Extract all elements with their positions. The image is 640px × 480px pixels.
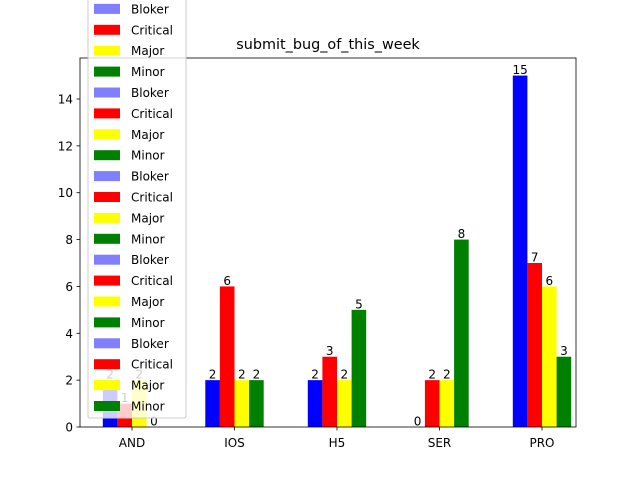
legend-label: Critical (131, 274, 173, 288)
bar-value-label: 7 (531, 251, 539, 265)
bar-pro-bloker (512, 75, 528, 428)
x-tick-label: IOS (224, 436, 245, 450)
bar-ios-minor (249, 380, 264, 427)
legend-label: Bloker (131, 253, 169, 267)
legend-label: Bloker (131, 337, 169, 351)
legend-swatch (94, 3, 120, 14)
y-tick-label: 14 (58, 93, 73, 107)
legend-label: Bloker (131, 170, 169, 184)
y-tick-label: 0 (65, 421, 73, 435)
bar-value-label: 0 (414, 415, 422, 429)
y-tick-label: 12 (58, 139, 73, 153)
bar-value-label: 6 (223, 274, 231, 288)
plot-frame (79, 57, 577, 428)
legend-swatch (94, 380, 120, 391)
y-tick-label: 8 (65, 233, 73, 247)
legend-swatch (94, 296, 120, 307)
bar-value-label: 2 (209, 368, 217, 382)
legend-swatch (94, 192, 120, 202)
legend-label: Major (131, 211, 164, 225)
bar-value-label: 3 (560, 344, 568, 358)
legend-swatch (94, 45, 120, 56)
legend-swatch (94, 24, 120, 35)
legend-swatch (94, 87, 120, 98)
bar-pro-critical (527, 263, 542, 427)
legend-label: Critical (131, 358, 173, 372)
legend-label: Minor (131, 316, 165, 330)
bar-value-label: 5 (355, 297, 363, 311)
y-tick-label: 6 (65, 280, 73, 294)
legend-box (87, 0, 187, 419)
y-tick-label: 4 (65, 327, 73, 341)
legend-swatch (94, 401, 120, 411)
bar-value-label: 15 (512, 63, 527, 77)
legend-label: Bloker (131, 2, 169, 16)
legend-swatch (94, 317, 120, 328)
legend-label: Minor (131, 149, 165, 163)
legend-swatch (94, 212, 120, 223)
axes-layer: AND IOS H5 SER PRO 0 2 4 6 8 10 12 14 (58, 93, 555, 451)
legend-swatch (94, 254, 120, 265)
legend-label: Bloker (131, 86, 169, 100)
bar-value-label: 6 (545, 274, 553, 288)
bar-ios-major (234, 380, 250, 427)
bar-ios-critical (219, 286, 235, 427)
legend-swatch (94, 150, 120, 161)
bar-value-label: 2 (340, 368, 348, 382)
bar-value-label: 2 (253, 368, 261, 382)
legend-swatch (94, 129, 120, 140)
x-tick-label: H5 (329, 436, 346, 450)
bar-value-label: 2 (428, 368, 436, 382)
bar-value-label: 8 (458, 227, 466, 241)
x-tick-label: AND (119, 436, 145, 450)
legend-label: Major (131, 379, 164, 393)
bar-h5-bloker (307, 380, 323, 427)
bar-value-label: 3 (326, 344, 334, 358)
legend-swatch (94, 275, 120, 286)
legend-label: Critical (131, 191, 173, 205)
y-tick-label: 10 (58, 186, 73, 200)
x-tick-label: SER (428, 436, 452, 450)
legend-swatch (94, 359, 120, 370)
legend-label: Minor (131, 400, 165, 414)
legend-swatch (94, 171, 120, 182)
bar-h5-major (337, 380, 352, 427)
bar-pro-major (542, 286, 557, 427)
bar-h5-minor (351, 309, 367, 427)
legend-label: Critical (131, 23, 173, 37)
chart-title: submit_bug_of_this_week (236, 37, 420, 53)
bar-ser-major (439, 380, 455, 427)
legend-label: Minor (131, 65, 165, 79)
legend-swatch (94, 108, 120, 119)
bar-ios-bloker (205, 380, 220, 427)
bar-ser-critical (424, 380, 440, 427)
legend-swatch (94, 338, 120, 349)
legend-label: Major (131, 128, 164, 142)
bar-h5-critical (322, 356, 337, 427)
y-tick-label: 2 (65, 374, 73, 388)
bar-pro-minor (556, 356, 572, 427)
bar-value-label: 2 (238, 368, 246, 382)
bar-value-label: 2 (311, 368, 319, 382)
legend-label: Critical (131, 107, 173, 121)
bar-ser-minor (454, 239, 469, 427)
legend-label: Major (131, 295, 164, 309)
bar-value-label: 2 (443, 368, 451, 382)
x-tick-label: PRO (529, 436, 554, 450)
legend-swatch (94, 66, 120, 77)
legend-label: Minor (131, 232, 165, 246)
legend: Bloker Critical Major Minor Bloker Critical Ma… (87, 0, 187, 419)
bars-layer (102, 75, 572, 428)
bar-value-label: 0 (150, 415, 158, 429)
legend-label: Major (131, 44, 164, 58)
legend-swatch (94, 233, 120, 244)
